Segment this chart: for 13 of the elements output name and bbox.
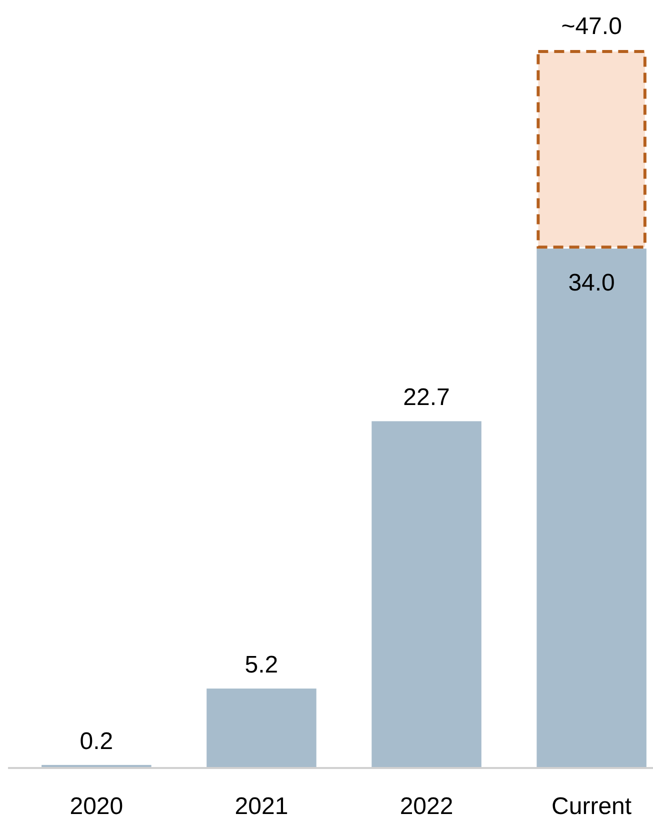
total-label: ~47.0 [561,13,622,40]
bar [536,50,646,249]
data-label: 0.2 [80,728,114,755]
data-label: 34.0 [568,270,615,297]
data-label: 5.2 [244,652,278,679]
x-tick-label: 2020 [70,793,124,820]
x-tick-label: 2022 [400,793,454,820]
bar [206,688,316,768]
bar [536,248,646,768]
data-label: 22.7 [403,384,450,412]
x-tick-label: Current [552,793,632,820]
bar [372,421,482,768]
x-tick-label: 2021 [234,793,288,820]
